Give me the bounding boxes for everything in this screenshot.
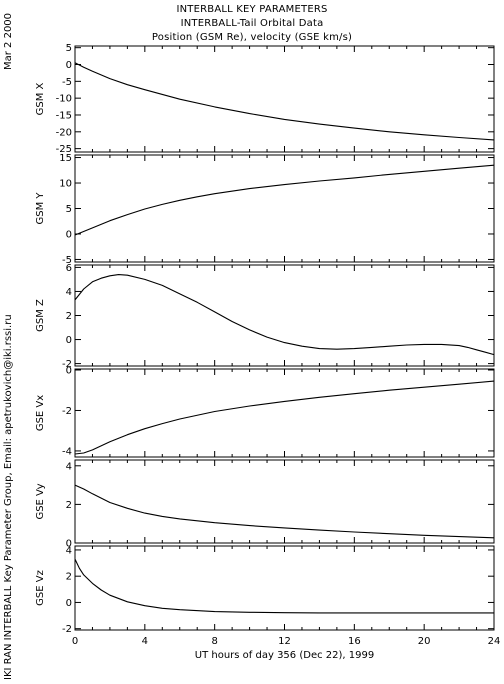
y-tick-label: 10	[59, 179, 72, 190]
y-tick-label: -2	[62, 624, 72, 635]
y-tick-label: 0	[66, 366, 72, 377]
y-tick-label: 5	[66, 43, 72, 54]
y-tick-label: 15	[59, 153, 72, 164]
y-tick-label: -2	[62, 359, 72, 370]
series-line	[74, 484, 495, 539]
title-line-2: INTERBALL-Tail Orbital Data	[180, 18, 324, 29]
title-line-1: INTERBALL KEY PARAMETERS	[176, 4, 328, 15]
y-tick-label: -2	[62, 406, 72, 417]
panel-frame	[74, 264, 495, 367]
y-axis-label: GSE Vz	[35, 570, 46, 606]
y-tick-label: -10	[56, 94, 72, 105]
y-axis-label: GSM Z	[35, 299, 46, 332]
y-tick-label: 4	[66, 287, 72, 298]
x-tick-label: 12	[278, 636, 291, 647]
x-tick-label: 24	[488, 636, 501, 647]
y-tick-label: 0	[66, 335, 72, 346]
y-tick-label: 4	[66, 461, 72, 472]
y-tick-label: 0	[66, 598, 72, 609]
series-line	[74, 558, 494, 614]
y-tick-label: 2	[66, 311, 72, 322]
y-axis-label: GSE Vx	[35, 395, 46, 431]
x-tick-label: 20	[418, 636, 431, 647]
y-axis-label: GSE Vy	[35, 483, 46, 519]
y-axis-label: GSM X	[35, 82, 46, 115]
y-tick-label: -5	[62, 255, 72, 266]
x-tick-label: 8	[211, 636, 217, 647]
panel-frame	[74, 45, 495, 153]
panel-frame	[74, 368, 495, 458]
panel-frame	[74, 459, 495, 544]
y-tick-label: -5	[62, 77, 72, 88]
y-tick-label: 0	[66, 229, 72, 240]
y-tick-label: 2	[66, 572, 72, 583]
y-tick-label: -4	[62, 446, 72, 457]
y-tick-label: 4	[66, 545, 72, 556]
x-tick-label: 16	[348, 636, 361, 647]
series-line	[74, 274, 495, 356]
y-tick-label: 5	[66, 204, 72, 215]
x-axis-label: UT hours of day 356 (Dec 22), 1999	[195, 650, 374, 661]
y-tick-label: 0	[66, 60, 72, 71]
x-tick-label: 0	[72, 636, 78, 647]
y-tick-label: -25	[56, 144, 72, 155]
series-line	[74, 62, 495, 141]
series-line	[74, 380, 495, 455]
y-tick-label: -20	[56, 127, 72, 138]
title-line-3: Position (GSM Re), velocity (GSE km/s)	[151, 32, 353, 43]
y-tick-label: -15	[56, 110, 72, 121]
series-line	[74, 164, 495, 236]
y-axis-label: GSM Y	[35, 192, 46, 225]
y-tick-label: 6	[66, 263, 72, 274]
y-tick-label: 0	[66, 539, 72, 550]
y-tick-label: 2	[66, 500, 72, 511]
panel-frame	[74, 545, 495, 631]
x-tick-label: 4	[142, 636, 148, 647]
